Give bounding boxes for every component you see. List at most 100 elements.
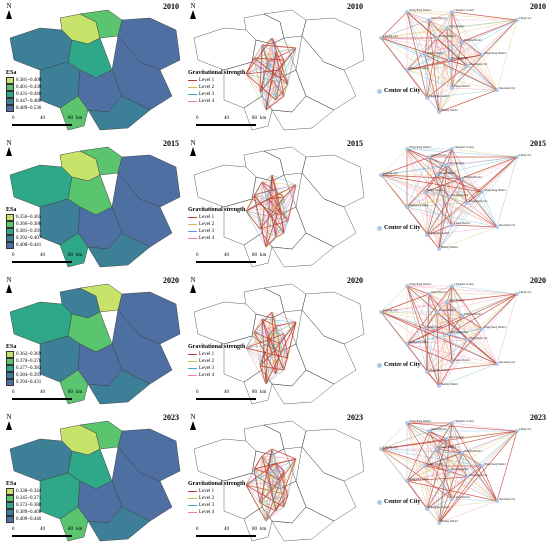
legend-swatch [6,98,14,105]
network-link [451,148,518,158]
gravity-link [253,468,277,512]
city-node-label: Liling City [519,291,532,294]
network-link [380,293,518,313]
center-legend: Center of City [377,88,421,94]
esa-legend-item: 0.372~0.388 [6,502,41,509]
gravity-link [267,188,277,200]
network-link [406,480,428,510]
city-node-label: Yuelu District [431,17,447,20]
network-link [426,156,518,236]
network-link [426,465,483,510]
gravity-legend-title: Gravitational strength [188,70,246,76]
network-link [438,301,448,387]
map-region-outline [271,232,335,268]
city-node-label: Shaoshan City [499,87,516,90]
scale-tick: 80 [68,390,73,395]
gravity-link [253,194,277,238]
city-node [405,421,409,425]
city-node-label: Ningxiang City [451,331,469,334]
city-node-label: Liuyang City [383,172,398,175]
city-node-label: Yuelu District [431,428,447,431]
network-link [424,328,468,341]
year-label: 2015 [530,139,546,148]
network-link [426,234,440,250]
city-node-label: Xiangtan County [409,67,429,70]
year-label: 2020 [530,276,546,285]
network-link [380,174,426,193]
map-region [87,95,151,131]
scale-tick: 0 [196,527,199,532]
city-node-label: Ningxiang City [451,194,469,197]
scale-tick: 80 [68,527,73,532]
year-label: 2023 [530,413,546,422]
network-link [428,156,453,226]
gravity-link [261,44,297,49]
map-region-outline [243,13,285,45]
gravity-link [259,353,273,367]
city-node-label: Wangcheng District [484,463,506,466]
network-link [380,37,463,43]
legend-class-label: 0.389~0.408 [16,510,42,515]
gravity-link [267,51,277,63]
network-link [436,37,468,67]
city-node-label: Lukou District [454,222,471,225]
esa-legend: ESa 0.381~0.400 0.401~0.430 0.431~0.446 0.44… [6,70,41,112]
gravity-link [245,210,285,234]
gravity-map-panel-2023: N 2023 Gravitational strength Level 1 Level … [184,411,367,548]
center-of-city-icon [377,499,382,505]
legend-class-label: 0.489~0.536 [16,106,42,111]
gravity-legend-item: Level 2 [188,84,245,91]
network-link [380,174,483,193]
esa-legend-item: 0.394~0.431 [6,379,41,386]
scale-bar: 0 40 80 km [196,253,266,267]
scale-tick: 0 [12,390,15,395]
network-link [424,328,453,363]
network-diagram-2010: Wangcheng District Changsha County Yuelu D… [379,9,532,114]
city-node [427,155,431,159]
network-link [426,19,518,99]
city-node [460,40,464,44]
network-link [448,470,498,502]
network-link [380,448,468,478]
gravity-link [245,196,285,212]
year-label: 2023 [163,413,179,422]
gravity-link [259,51,277,93]
network-link [424,293,430,330]
gravity-legend-item: Level 4 [188,509,245,516]
gravity-link [245,188,277,212]
network-link [481,293,518,330]
network-link [426,333,450,373]
city-node [437,110,441,114]
city-node-label: Yuelu District [431,154,447,157]
network-link [424,54,428,99]
network-link [428,156,448,166]
city-node-label: Hetang District [441,109,458,112]
city-node [405,205,409,209]
legend-level-label: Level 1 [199,215,215,220]
network-link [461,41,498,91]
gravity-legend-item: Level 3 [188,502,245,509]
gravity-link [267,472,285,508]
city-node-label: Lukou District [454,85,471,88]
gravity-link [253,44,263,59]
city-node [427,292,431,296]
map-region-outline [263,283,307,313]
gravity-link [259,502,277,512]
esa-legend-item: 0.431~0.446 [6,91,41,98]
map-region [87,506,151,542]
city-node [515,18,519,22]
network-link [438,226,498,250]
gravity-link [245,484,267,522]
esa-legend-title: ESa [6,481,17,487]
esa-legend-item: 0.377~0.383 [6,365,41,372]
city-node-label: Hetang District [441,520,458,523]
gravity-link [253,331,281,345]
network-link [438,89,498,113]
network-link [481,328,498,365]
gravity-link [271,174,285,234]
legend-level-label: Level 1 [199,489,215,494]
city-node-label: Furong District [439,172,456,175]
gravity-link [253,57,261,93]
network-link [406,422,518,432]
map-region-outline [295,35,357,111]
